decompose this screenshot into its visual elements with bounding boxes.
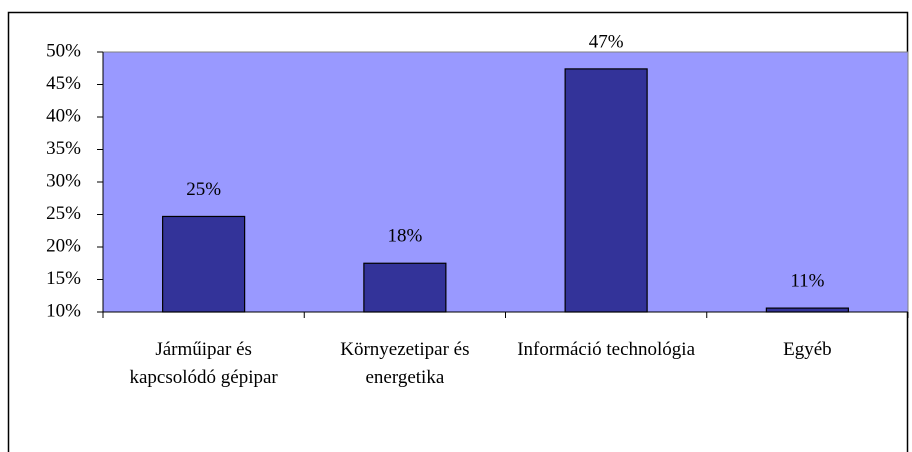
y-tick-label: 40% bbox=[46, 105, 81, 126]
x-tick-label: Környezetipar és energetika bbox=[340, 339, 470, 388]
bar bbox=[564, 68, 648, 313]
bar bbox=[162, 215, 246, 313]
x-tick-label: Járműipar és kapcsolódó gépipar bbox=[129, 339, 278, 388]
value-label: 11% bbox=[790, 270, 824, 291]
y-tick-label: 30% bbox=[46, 170, 81, 191]
x-tick-label: Információ technológia bbox=[517, 339, 696, 360]
bar bbox=[363, 262, 447, 313]
y-tick-label: 10% bbox=[46, 300, 81, 321]
value-label: 47% bbox=[589, 31, 624, 52]
value-label: 18% bbox=[387, 226, 422, 247]
y-tick-label: 20% bbox=[46, 235, 81, 256]
value-label: 25% bbox=[186, 179, 221, 200]
y-tick-label: 50% bbox=[46, 40, 81, 61]
y-tick-label: 35% bbox=[46, 138, 81, 159]
y-tick-label: 25% bbox=[46, 203, 81, 224]
y-tick-label: 45% bbox=[46, 73, 81, 94]
x-tick-label: Egyéb bbox=[783, 339, 832, 360]
y-tick-label: 15% bbox=[46, 268, 81, 289]
bar bbox=[765, 307, 849, 313]
